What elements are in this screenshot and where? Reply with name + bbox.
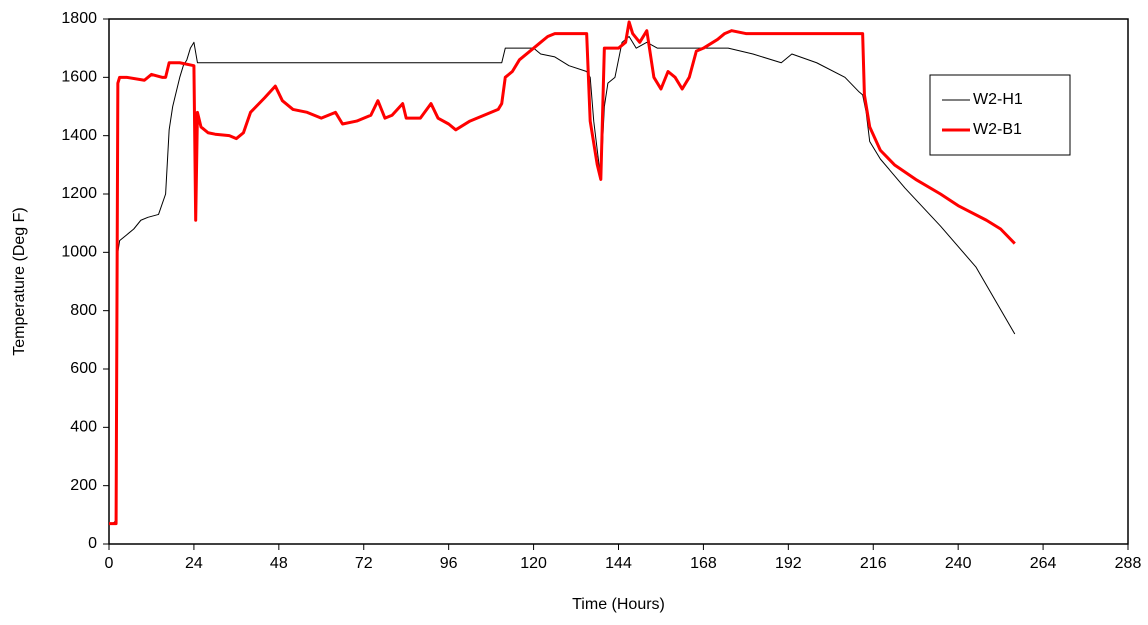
x-tick-label: 240	[945, 555, 972, 572]
x-tick-label: 24	[185, 555, 203, 572]
x-tick-label: 0	[105, 555, 114, 572]
legend-label: W2-B1	[973, 121, 1022, 138]
data-line	[109, 20, 1016, 526]
x-tick-label: 72	[355, 555, 373, 572]
x-tick-label: 96	[440, 555, 458, 572]
y-tick-label: 1800	[61, 10, 97, 27]
x-tick-label: 192	[775, 555, 802, 572]
y-tick-label: 800	[70, 302, 97, 319]
y-tick-label: 1600	[61, 69, 97, 86]
x-tick-label: 288	[1115, 555, 1142, 572]
y-tick-label: 200	[70, 477, 97, 494]
y-tick-label: 1400	[61, 127, 97, 144]
y-axis-label: Temperature (Deg F)	[11, 207, 28, 356]
legend-box	[929, 74, 1071, 156]
y-tick-label: 0	[88, 535, 97, 552]
x-tick-label: 216	[860, 555, 887, 572]
x-tick-label: 144	[605, 555, 632, 572]
y-tick-label: 1000	[61, 244, 97, 261]
data-line	[109, 36, 1016, 525]
legend-label: W2-H1	[973, 91, 1023, 108]
x-tick-label: 264	[1030, 555, 1057, 572]
y-tick-label: 600	[70, 360, 97, 377]
x-tick-label: 120	[520, 555, 547, 572]
x-tick-label: 48	[270, 555, 288, 572]
x-tick-label: 168	[690, 555, 717, 572]
y-tick-label: 400	[70, 419, 97, 436]
y-tick-label: 1200	[61, 185, 97, 202]
x-axis-label: Time (Hours)	[572, 596, 665, 613]
